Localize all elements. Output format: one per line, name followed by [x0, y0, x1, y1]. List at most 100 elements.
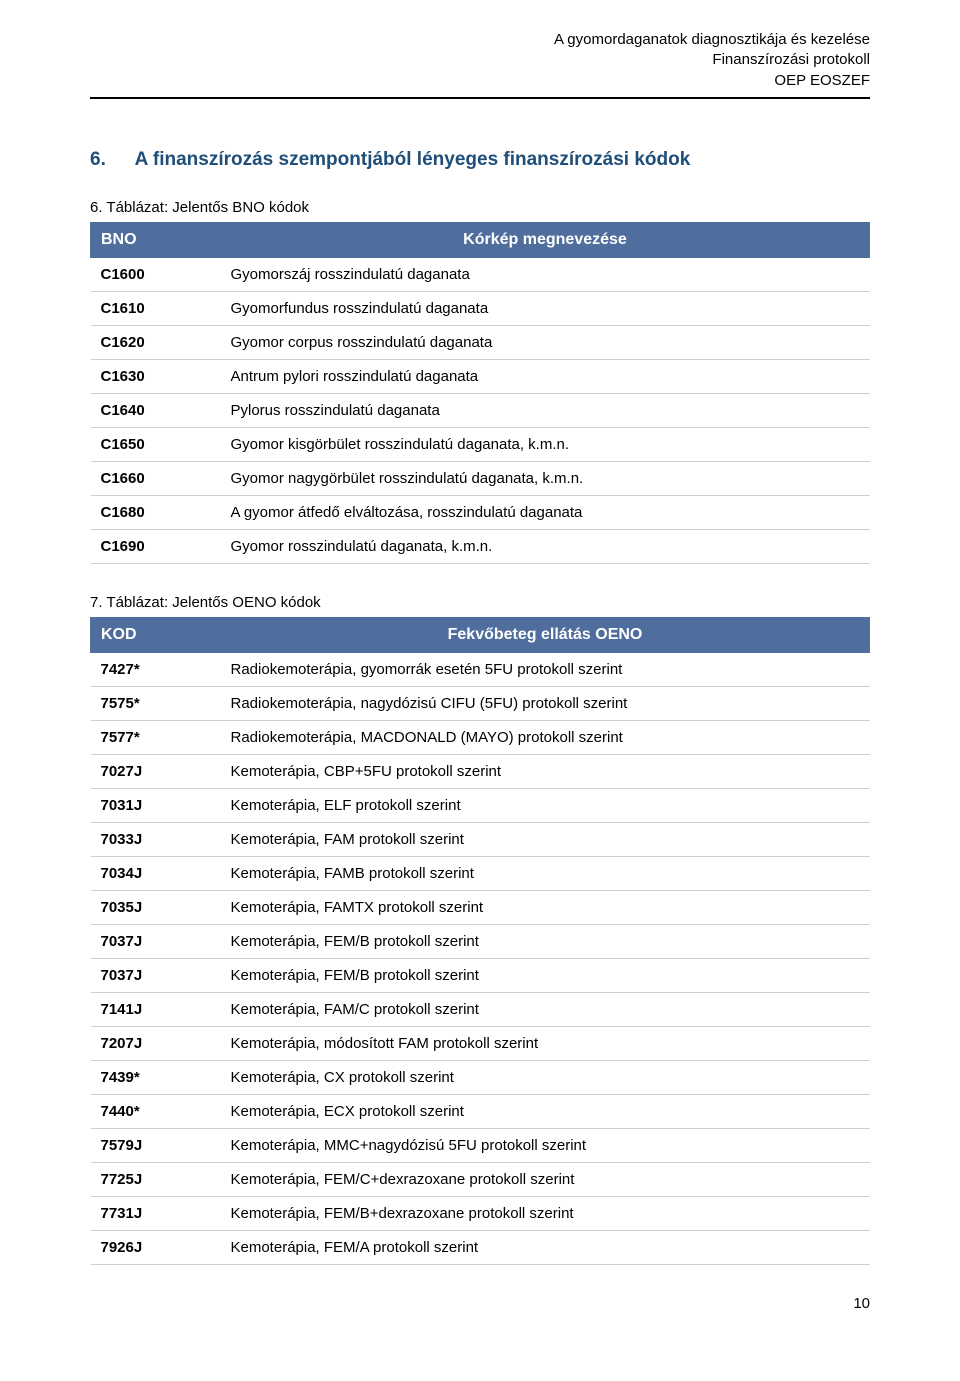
page-number: 10 [90, 1295, 870, 1312]
row-desc: Kemoterápia, FAM protokoll szerint [221, 822, 870, 856]
row-desc: Radiokemoterápia, nagydózisú CIFU (5FU) … [221, 686, 870, 720]
row-code: 7027J [91, 754, 221, 788]
table1-caption: 6. Táblázat: Jelentős BNO kódok [90, 199, 870, 216]
row-desc: A gyomor átfedő elváltozása, rosszindula… [221, 495, 870, 529]
table2-col-desc: Fekvőbeteg ellátás OENO [221, 617, 870, 652]
row-code: C1660 [91, 461, 221, 495]
row-code: 7033J [91, 822, 221, 856]
section-number: 6. [90, 149, 130, 171]
row-code: 7037J [91, 924, 221, 958]
row-code: 7141J [91, 992, 221, 1026]
table-row: C1640Pylorus rosszindulatú daganata [91, 393, 870, 427]
row-code: 7575* [91, 686, 221, 720]
table-row: C1680A gyomor átfedő elváltozása, rosszi… [91, 495, 870, 529]
table-row: C1630Antrum pylori rosszindulatú daganat… [91, 359, 870, 393]
table-row: 7579JKemoterápia, MMC+nagydózisú 5FU pro… [91, 1128, 870, 1162]
row-desc: Kemoterápia, FAM/C protokoll szerint [221, 992, 870, 1026]
table1-body: C1600Gyomorszáj rosszindulatú daganataC1… [91, 257, 870, 563]
table2-header-row: KOD Fekvőbeteg ellátás OENO [91, 617, 870, 652]
row-code: 7731J [91, 1196, 221, 1230]
table-row: 7033JKemoterápia, FAM protokoll szerint [91, 822, 870, 856]
table-row: 7427*Radiokemoterápia, gyomorrák esetén … [91, 652, 870, 686]
row-desc: Gyomorfundus rosszindulatú daganata [221, 291, 870, 325]
row-desc: Kemoterápia, CX protokoll szerint [221, 1060, 870, 1094]
row-desc: Kemoterápia, FEM/B protokoll szerint [221, 924, 870, 958]
row-desc: Pylorus rosszindulatú daganata [221, 393, 870, 427]
row-code: 7037J [91, 958, 221, 992]
table-row: C1690Gyomor rosszindulatú daganata, k.m.… [91, 529, 870, 563]
row-code: 7034J [91, 856, 221, 890]
table2-col-code: KOD [91, 617, 221, 652]
header-line-3: OEP EOSZEF [90, 71, 870, 91]
row-desc: Kemoterápia, FEM/B+dexrazoxane protokoll… [221, 1196, 870, 1230]
table-row: 7037JKemoterápia, FEM/B protokoll szerin… [91, 924, 870, 958]
table-oeno: KOD Fekvőbeteg ellátás OENO 7427*Radioke… [90, 617, 870, 1265]
section-title-text: A finanszírozás szempontjából lényeges f… [135, 149, 691, 170]
row-code: C1680 [91, 495, 221, 529]
row-desc: Radiokemoterápia, MACDONALD (MAYO) proto… [221, 720, 870, 754]
row-code: 7427* [91, 652, 221, 686]
table-row: 7575*Radiokemoterápia, nagydózisú CIFU (… [91, 686, 870, 720]
table-row: 7926JKemoterápia, FEM/A protokoll szerin… [91, 1230, 870, 1264]
table-row: 7440*Kemoterápia, ECX protokoll szerint [91, 1094, 870, 1128]
row-code: 7577* [91, 720, 221, 754]
header-divider [90, 97, 870, 99]
document-header: A gyomordaganatok diagnosztikája és keze… [90, 30, 870, 91]
table-row: 7439*Kemoterápia, CX protokoll szerint [91, 1060, 870, 1094]
table-row: C1610Gyomorfundus rosszindulatú daganata [91, 291, 870, 325]
row-code: C1690 [91, 529, 221, 563]
row-desc: Kemoterápia, ECX protokoll szerint [221, 1094, 870, 1128]
table-row: 7207JKemoterápia, módosított FAM protoko… [91, 1026, 870, 1060]
table-row: 7725JKemoterápia, FEM/C+dexrazoxane prot… [91, 1162, 870, 1196]
table-row: C1600Gyomorszáj rosszindulatú daganata [91, 257, 870, 291]
row-code: C1620 [91, 325, 221, 359]
table-row: 7141JKemoterápia, FAM/C protokoll szerin… [91, 992, 870, 1026]
table-row: C1620Gyomor corpus rosszindulatú daganat… [91, 325, 870, 359]
table1-col-code: BNO [91, 222, 221, 257]
table-row: 7037JKemoterápia, FEM/B protokoll szerin… [91, 958, 870, 992]
row-desc: Kemoterápia, FAMTX protokoll szerint [221, 890, 870, 924]
row-desc: Gyomor kisgörbület rosszindulatú daganat… [221, 427, 870, 461]
row-code: 7439* [91, 1060, 221, 1094]
row-desc: Gyomor nagygörbület rosszindulatú dagana… [221, 461, 870, 495]
row-code: 7725J [91, 1162, 221, 1196]
table-row: 7035JKemoterápia, FAMTX protokoll szerin… [91, 890, 870, 924]
row-desc: Gyomor corpus rosszindulatú daganata [221, 325, 870, 359]
row-desc: Kemoterápia, ELF protokoll szerint [221, 788, 870, 822]
section-title: 6. A finanszírozás szempontjából lényege… [90, 149, 870, 171]
row-desc: Kemoterápia, FEM/B protokoll szerint [221, 958, 870, 992]
row-desc: Kemoterápia, CBP+5FU protokoll szerint [221, 754, 870, 788]
row-code: 7440* [91, 1094, 221, 1128]
table-row: 7731JKemoterápia, FEM/B+dexrazoxane prot… [91, 1196, 870, 1230]
row-code: C1610 [91, 291, 221, 325]
row-code: 7035J [91, 890, 221, 924]
row-desc: Kemoterápia, FEM/C+dexrazoxane protokoll… [221, 1162, 870, 1196]
row-code: C1650 [91, 427, 221, 461]
row-code: 7207J [91, 1026, 221, 1060]
table-bno: BNO Kórkép megnevezése C1600Gyomorszáj r… [90, 222, 870, 564]
table1-col-desc: Kórkép megnevezése [221, 222, 870, 257]
row-desc: Kemoterápia, FAMB protokoll szerint [221, 856, 870, 890]
table-row: 7034JKemoterápia, FAMB protokoll szerint [91, 856, 870, 890]
page-container: A gyomordaganatok diagnosztikája és keze… [0, 0, 960, 1342]
table-row: 7031JKemoterápia, ELF protokoll szerint [91, 788, 870, 822]
row-code: C1630 [91, 359, 221, 393]
row-desc: Gyomorszáj rosszindulatú daganata [221, 257, 870, 291]
row-code: 7031J [91, 788, 221, 822]
row-desc: Radiokemoterápia, gyomorrák esetén 5FU p… [221, 652, 870, 686]
header-line-2: Finanszírozási protokoll [90, 50, 870, 70]
table-row: 7027JKemoterápia, CBP+5FU protokoll szer… [91, 754, 870, 788]
row-desc: Antrum pylori rosszindulatú daganata [221, 359, 870, 393]
row-code: 7579J [91, 1128, 221, 1162]
row-code: C1640 [91, 393, 221, 427]
table2-caption: 7. Táblázat: Jelentős OENO kódok [90, 594, 870, 611]
header-line-1: A gyomordaganatok diagnosztikája és keze… [90, 30, 870, 50]
row-desc: Kemoterápia, FEM/A protokoll szerint [221, 1230, 870, 1264]
table1-header-row: BNO Kórkép megnevezése [91, 222, 870, 257]
row-desc: Gyomor rosszindulatú daganata, k.m.n. [221, 529, 870, 563]
table2-body: 7427*Radiokemoterápia, gyomorrák esetén … [91, 652, 870, 1264]
row-desc: Kemoterápia, módosított FAM protokoll sz… [221, 1026, 870, 1060]
row-desc: Kemoterápia, MMC+nagydózisú 5FU protokol… [221, 1128, 870, 1162]
row-code: C1600 [91, 257, 221, 291]
row-code: 7926J [91, 1230, 221, 1264]
